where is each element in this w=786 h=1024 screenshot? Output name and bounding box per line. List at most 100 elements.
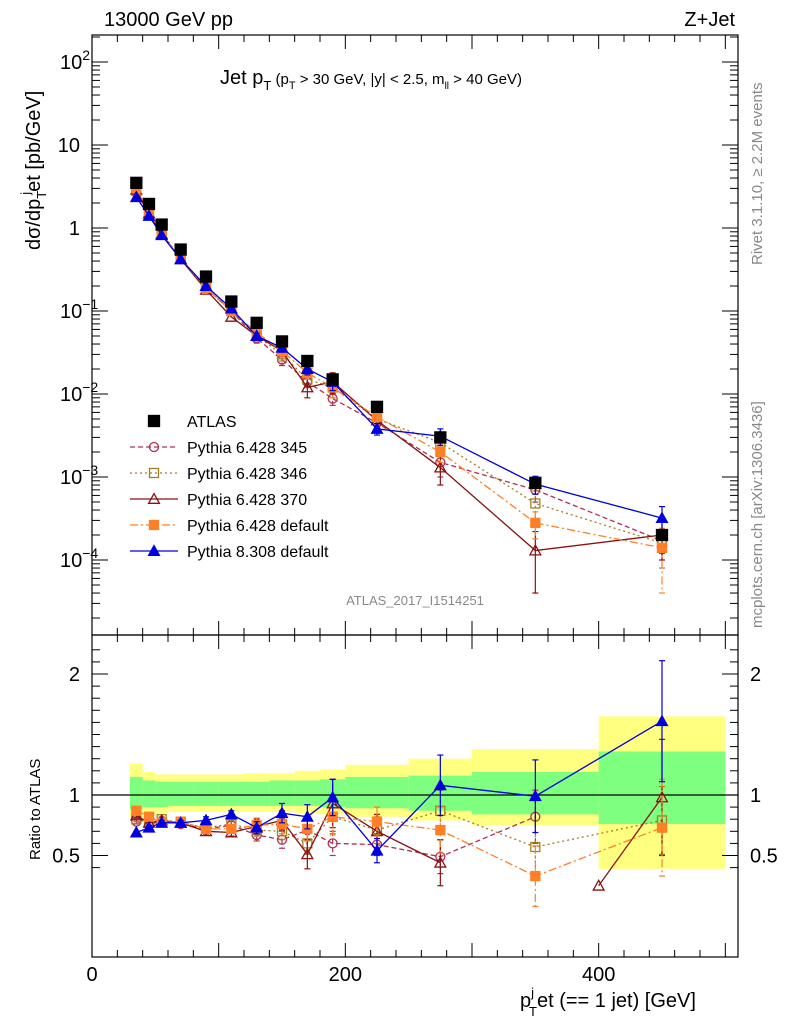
band-inner [244,781,270,806]
ratio-point [528,789,542,802]
ratio-point [530,870,541,882]
main-point [155,228,169,241]
ratio-y-tick-label-right: 1 [750,785,761,807]
main-point [529,476,542,490]
x-axis-label: pj Tet (== 1 jet) [GeV] [520,985,696,1019]
ratio-uncertainty-bands [130,716,726,869]
ratio-point [199,813,213,826]
main-point [656,542,668,554]
band-inner [130,776,143,810]
ratio-point [224,807,238,820]
ratio-plot-frame [91,634,739,958]
main-point [370,422,384,434]
main-point [275,335,289,348]
legend-marker-p346 [148,467,160,479]
main-point [142,197,156,211]
main-point [224,301,238,314]
main-point [225,295,238,308]
main-point [435,446,446,458]
main-point [300,380,314,393]
ratio-point [226,823,237,835]
main-plot-data [129,176,669,594]
main-point [250,329,264,341]
main-point [155,218,168,231]
ratio-point [155,816,169,828]
main-point [300,362,314,374]
main-point [224,310,238,322]
ratio-point [275,806,289,819]
ratio-y-tick-label: 1 [69,785,80,807]
main-point [530,517,541,529]
x-tick-label: 0 [86,964,97,986]
ratio-point [592,879,606,891]
ratio-series-p8def [129,660,669,864]
analysis-watermark: ATLAS_2017_I1514251 [346,593,484,608]
legend-marker-p345 [148,441,160,453]
ratio-point [370,843,384,856]
main-point [142,209,156,221]
ratio-point [300,810,314,822]
ratio-point [433,856,447,868]
main-point [199,270,213,283]
ratio-point [371,816,383,827]
legend-label-p8def: Pythia 8.308 default [187,544,329,561]
main-point [129,190,143,203]
main-point [370,400,384,414]
ratio-point [129,825,143,838]
legend-label-atlas: ATLAS [187,414,237,431]
ratio-y-tick-label-right: 0.5 [750,846,778,868]
main-point [199,279,213,291]
main-series-atlas [130,176,669,542]
y-tick-label: 102 [60,47,90,74]
band-inner [155,781,168,808]
ratio-line-p346 [136,810,663,848]
y-tick-label: 10 [58,135,80,157]
plot-title: Jet pT (pT > 30 GeV, |y| < 2.5, mll > 40… [220,67,522,93]
main-line-p345 [135,191,663,542]
main-point [250,316,263,329]
ratio-point [200,823,212,835]
main-series-p8def [129,190,669,536]
main-point [174,252,188,265]
band-inner [269,780,295,806]
band-inner [142,780,156,808]
main-point [655,511,669,524]
legend-label-p345: Pythia 6.428 345 [187,440,307,457]
legend-marker-p370 [147,492,161,504]
legend: ATLAS Pythia 6.428 345 Pythia 6.428 346 Pyt… [130,414,329,561]
main-point [174,243,187,256]
mcplots-label: mcplots.cern.ch [arXiv:1306.3436] [749,401,766,628]
band-inner [218,781,244,806]
main-point [528,543,542,556]
ratio-point [143,811,155,822]
main-point [655,528,669,542]
legend-marker-p6def [148,519,160,531]
x-tick-label: 200 [329,964,362,986]
ratio-y-tick-label: 2 [69,664,80,686]
main-point [371,411,383,423]
main-point [301,354,314,368]
band-inner [168,781,194,806]
header-right: Z+Jet [684,9,735,31]
band-inner [345,776,409,809]
main-point [326,373,339,386]
rivet-label: Rivet 3.1.10, ≥ 2.2M events [749,83,766,266]
ratio-point [435,824,446,836]
ratio-point [655,714,669,727]
ratio-plot-data [129,660,669,907]
main-series-p346 [131,185,668,569]
ratio-point [131,805,142,816]
header-left: 13000 GeV pp [104,9,233,31]
legend-label-p6def: Pythia 6.428 default [187,518,329,535]
ratio-y-tick-label-right: 2 [750,664,761,686]
ratio-point [327,838,338,849]
ratio-y-axis-label: Ratio to ATLAS [27,759,44,860]
ratio-point [142,820,156,833]
ratio-point [326,790,340,803]
main-point [130,176,143,189]
ratio-y-tick-label: 0.5 [52,846,80,868]
legend-marker-p8def [147,544,161,556]
band-inner [193,781,219,806]
